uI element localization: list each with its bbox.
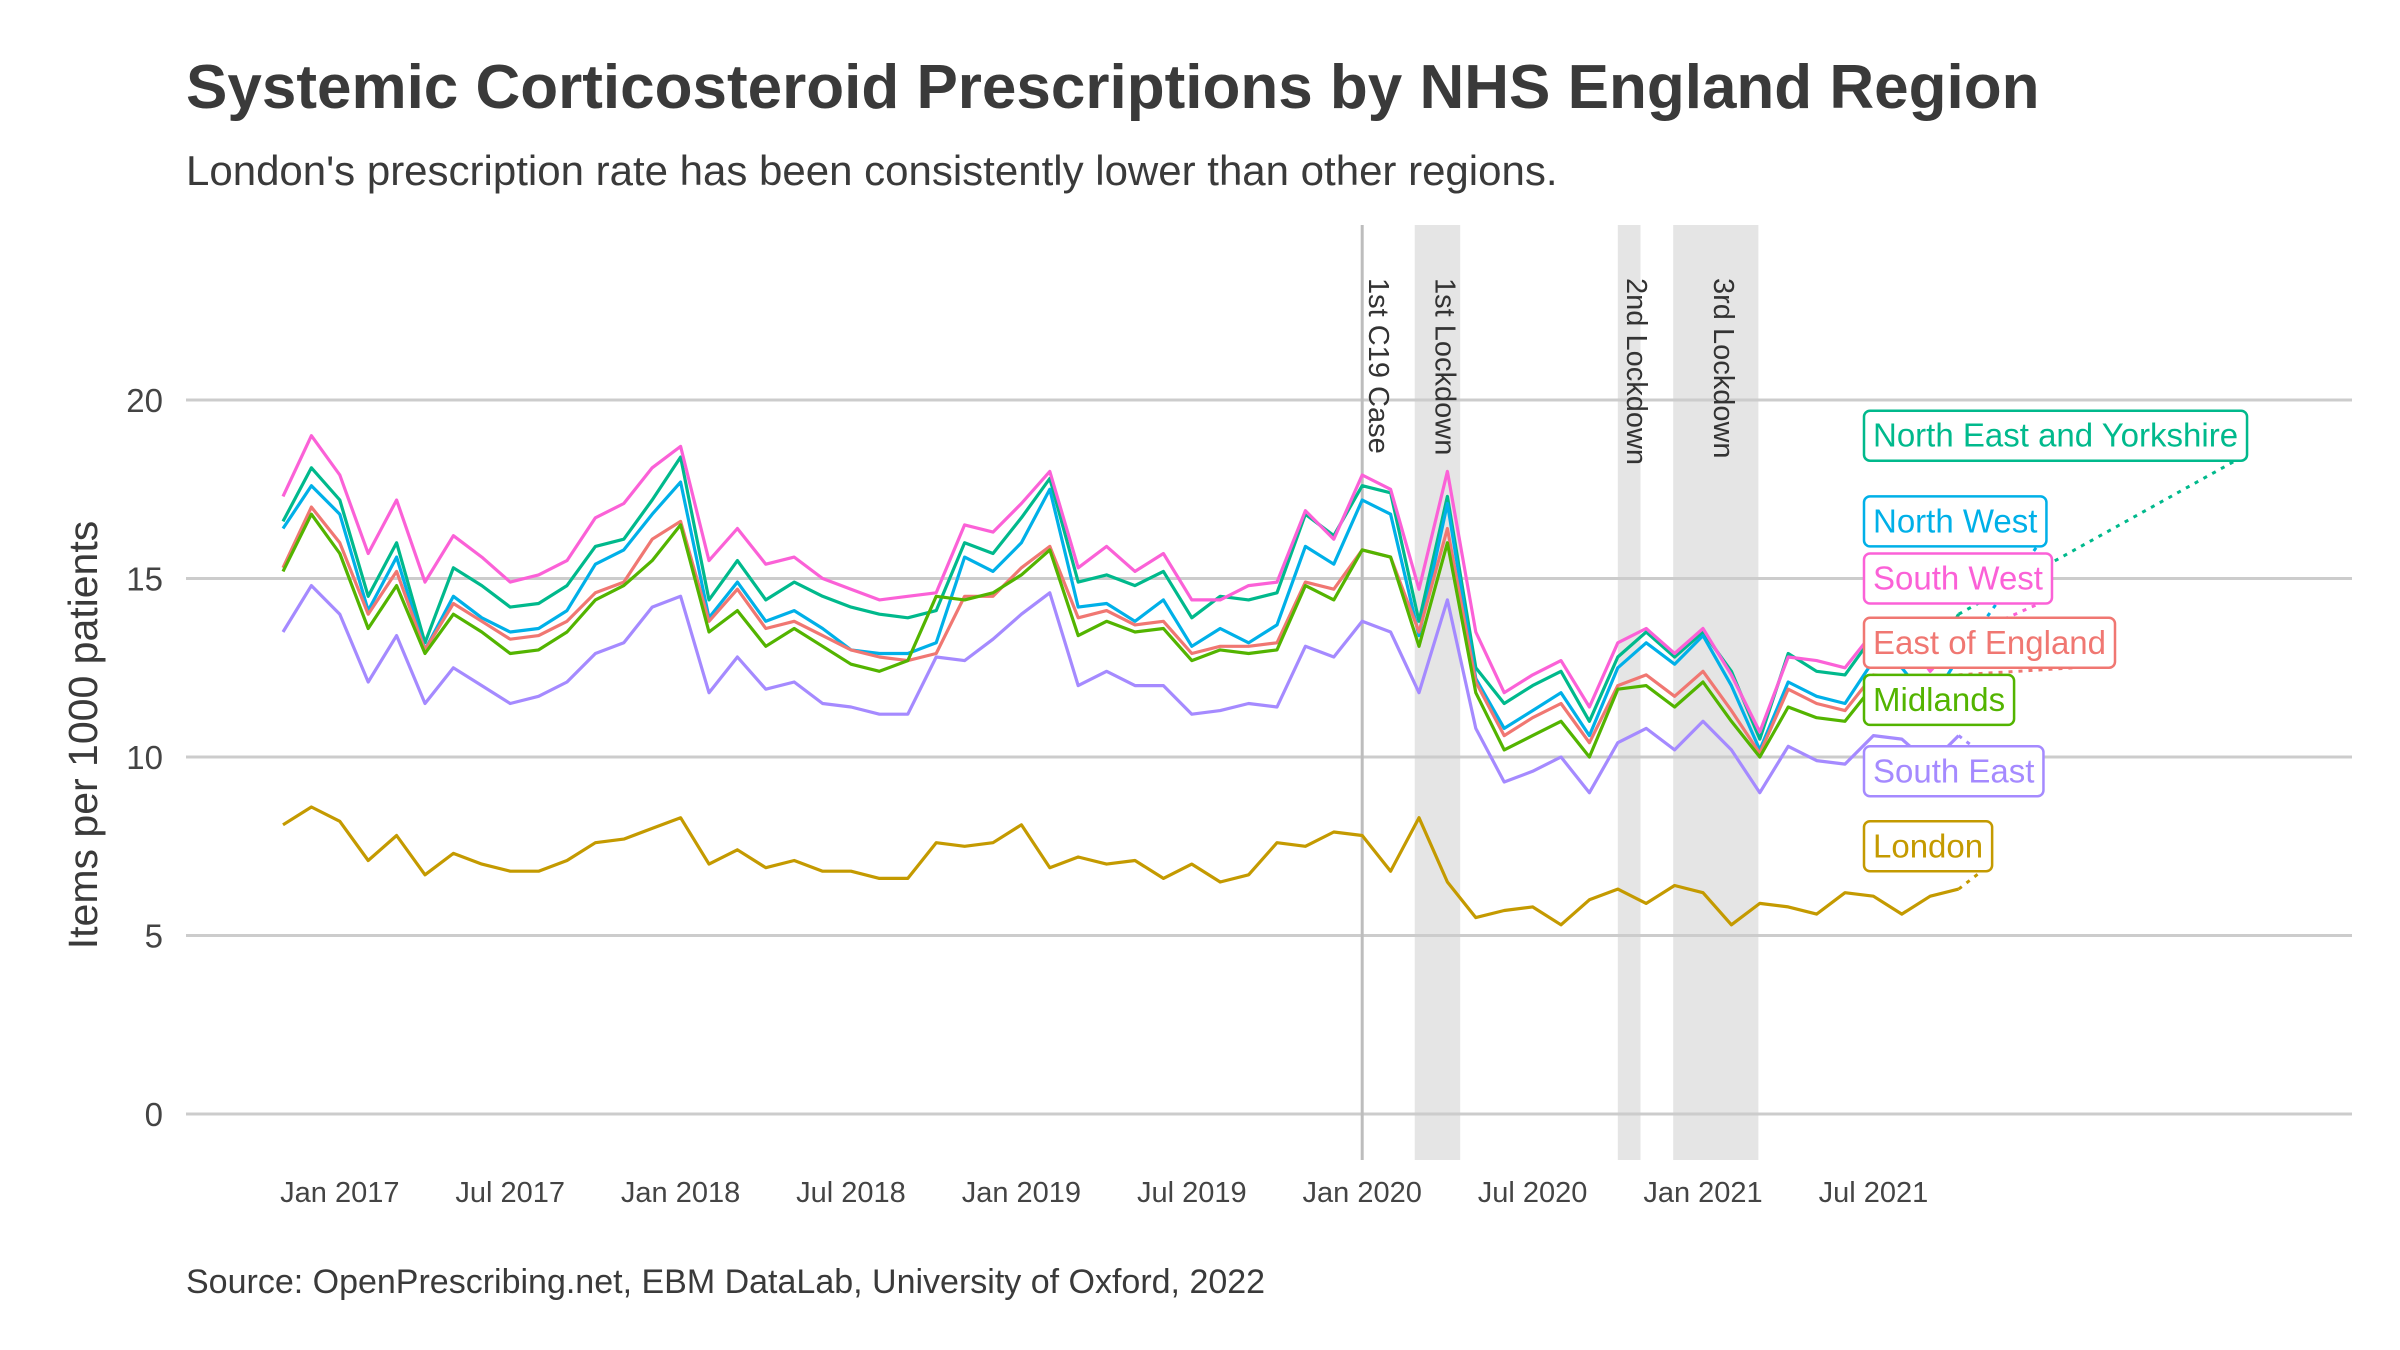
series-labels: North East and Yorkshire North West South … xyxy=(1862,409,2249,873)
label-north-east-and-yorkshire: North East and Yorkshire xyxy=(1862,409,2249,462)
band-2nd-lockdown xyxy=(1617,225,1641,1160)
label-text-london: London xyxy=(1873,827,1983,864)
series-line-south-west xyxy=(281,434,1960,734)
x-tick-jul-2018: Jul 2018 xyxy=(796,1177,906,1209)
y-tick-5: 5 xyxy=(145,918,163,955)
y-tick-15: 15 xyxy=(126,561,163,598)
series-line-south-east xyxy=(281,583,1960,795)
series-lines xyxy=(281,434,1960,927)
label-text-south-east: South East xyxy=(1873,752,2034,789)
label-london: London xyxy=(1862,820,1994,873)
x-tick-jul-2019: Jul 2019 xyxy=(1137,1177,1247,1209)
band-3rd-lockdown xyxy=(1673,225,1759,1160)
y-tick-0: 0 xyxy=(145,1096,163,1133)
x-tick-jan-2020: Jan 2020 xyxy=(1303,1177,1422,1209)
x-tick-jan-2019: Jan 2019 xyxy=(962,1177,1081,1209)
x-tick-jul-2017: Jul 2017 xyxy=(455,1177,565,1209)
chart-title: Systemic Corticosteroid Prescriptions by… xyxy=(186,53,2040,122)
y-axis-ticks: 0 5 10 15 20 xyxy=(126,382,163,1133)
series-line-east-of-england xyxy=(281,505,1960,756)
label-box-london xyxy=(1862,820,1994,873)
label-midlands: Midlands xyxy=(1862,673,2016,727)
band-1st-lockdown xyxy=(1414,225,1461,1160)
label-text-south-west: South West xyxy=(1873,560,2043,597)
label-box-midlands xyxy=(1862,673,2016,727)
series-line-north-west xyxy=(281,480,1960,752)
label-text-north-east-and-yorkshire: North East and Yorkshire xyxy=(1873,417,2238,454)
label-box-east-of-england xyxy=(1862,616,2117,670)
label-text-east-of-england: East of England xyxy=(1873,624,2106,661)
event-bands xyxy=(1414,225,1759,1160)
y-tick-20: 20 xyxy=(126,382,163,419)
event-label-1st-lockdown: 1st Lockdown xyxy=(1428,278,1460,455)
label-south-west: South West xyxy=(1862,552,2054,605)
label-box-south-east xyxy=(1862,745,2045,798)
series-line-north-east-and-yorkshire xyxy=(281,455,1960,741)
event-labels: 1st C19 Case 1st Lockdown 2nd Lockdown 3rd … xyxy=(1362,278,1739,465)
series-line-london xyxy=(282,805,1959,927)
event-label-2nd-lockdown: 2nd Lockdown xyxy=(1620,278,1652,465)
label-east-of-england: East of England xyxy=(1862,616,2117,670)
label-box-north-west xyxy=(1862,495,2048,548)
label-text-north-west: North West xyxy=(1873,502,2037,539)
source-note: Source: OpenPrescribing.net, EBM DataLab… xyxy=(186,1263,1265,1301)
event-label-1st-c19-case: 1st C19 Case xyxy=(1362,278,1394,454)
label-text-midlands: Midlands xyxy=(1873,681,2005,718)
label-box-north-east-and-yorkshire xyxy=(1862,409,2249,462)
label-box-south-west xyxy=(1862,552,2054,605)
chart-subtitle: London's prescription rate has been cons… xyxy=(186,147,1558,194)
x-tick-jan-2018: Jan 2018 xyxy=(621,1177,740,1209)
event-label-3rd-lockdown: 3rd Lockdown xyxy=(1707,278,1739,459)
y-axis-label: Items per 1000 patients xyxy=(60,521,106,949)
y-tick-10: 10 xyxy=(126,739,163,776)
x-tick-jul-2020: Jul 2020 xyxy=(1478,1177,1588,1209)
x-tick-jul-2021: Jul 2021 xyxy=(1819,1177,1929,1209)
x-tick-jan-2017: Jan 2017 xyxy=(280,1177,399,1209)
label-south-east: South East xyxy=(1862,745,2045,798)
x-tick-jan-2021: Jan 2021 xyxy=(1643,1177,1762,1209)
label-north-west: North West xyxy=(1862,495,2048,548)
x-axis-ticks: Jan 2017 Jul 2017 Jan 2018 Jul 2018 Jan 2019… xyxy=(280,1177,1928,1209)
series-line-midlands xyxy=(281,512,1960,759)
